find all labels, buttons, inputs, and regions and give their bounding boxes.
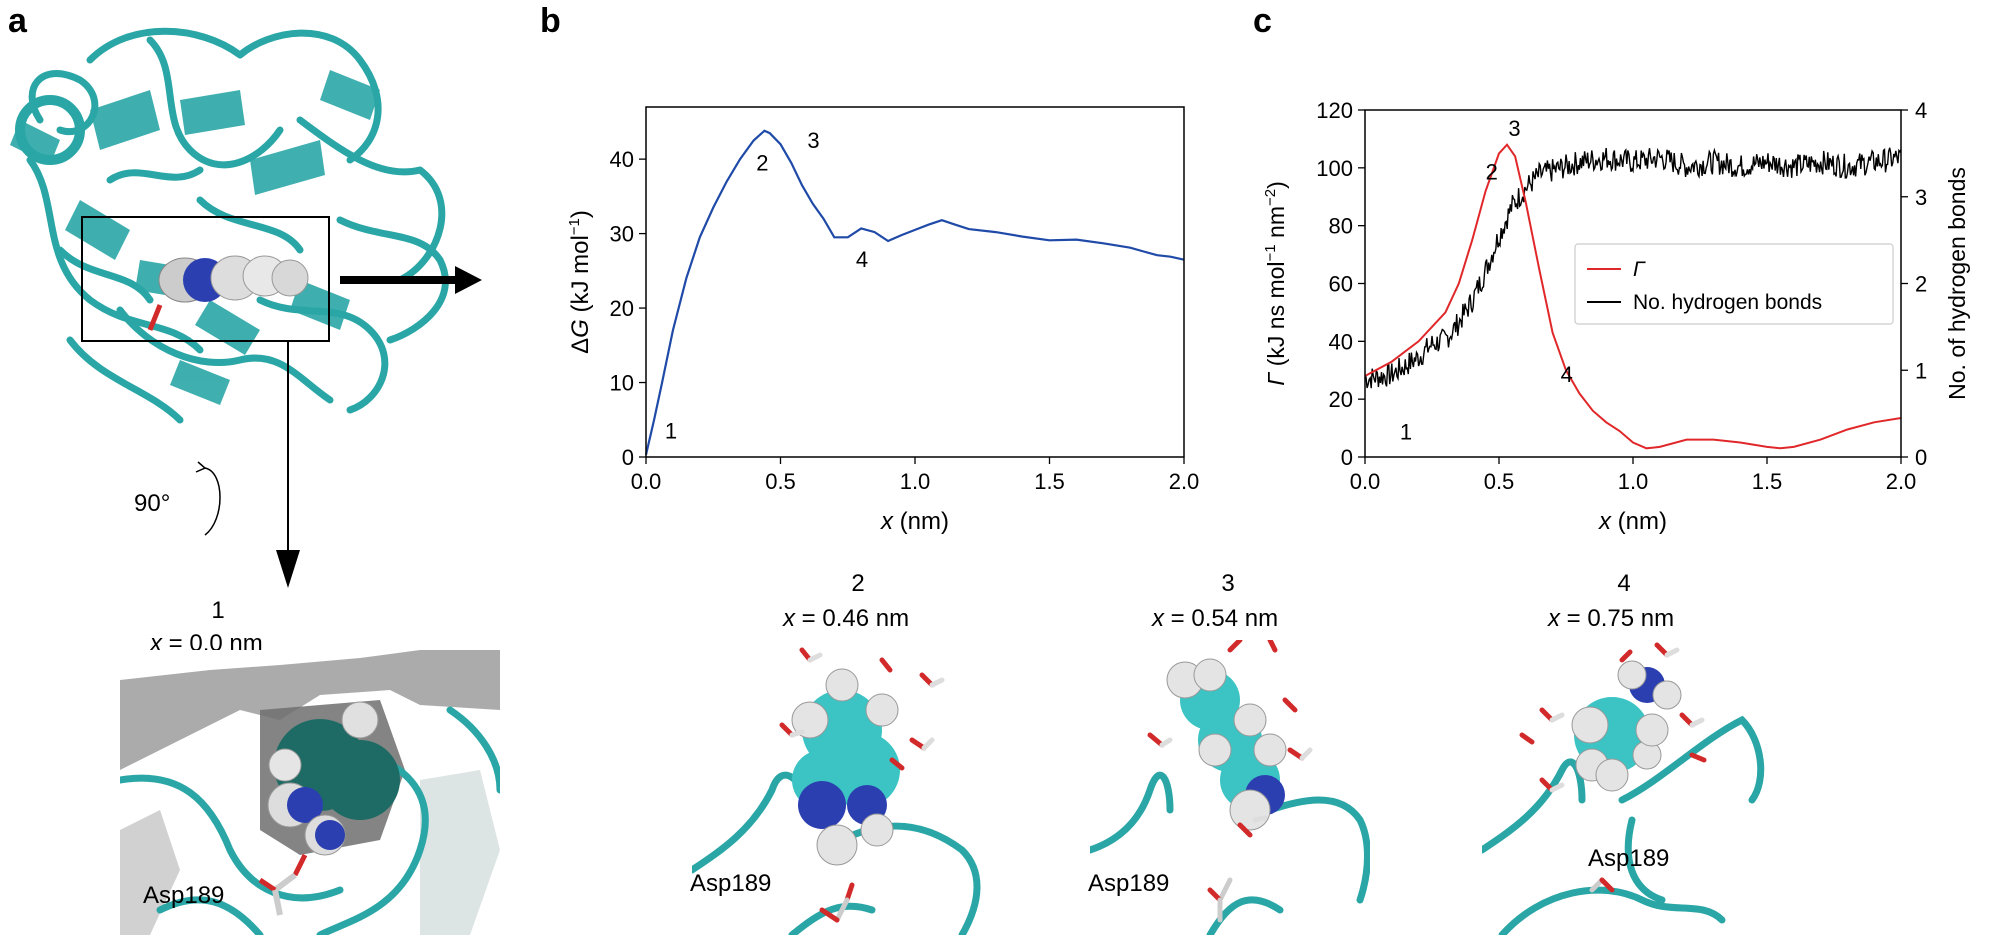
friction-hbond-chart: 0.0 0.5 1.0 1.5 2.0020406080100120012341234Γ… xyxy=(1262,98,1970,535)
snapshot-1-index: 1 xyxy=(211,597,225,624)
y-axis-unit: (kJ ns mol xyxy=(1263,261,1289,372)
rotation-label: 90° xyxy=(134,490,171,517)
x-axis-var: x xyxy=(880,508,894,535)
panel-letter-a: a xyxy=(8,2,27,40)
gamma-line xyxy=(1364,143,1902,450)
x-axis-unit: (nm) xyxy=(893,508,949,535)
y-tick-label: 0 xyxy=(622,445,634,470)
y-tick-label: 60 xyxy=(1329,272,1353,297)
panel-letter-b: b xyxy=(540,2,561,40)
y-axis-sup2: −2 xyxy=(1262,189,1279,206)
snapshot-4-x-value: = 0.75 nm xyxy=(1560,605,1675,632)
y-axis-close: ) xyxy=(567,210,594,218)
point-annotation: 4 xyxy=(856,247,868,272)
point-annotation: 2 xyxy=(756,150,768,175)
snapshot-4-x-symbol: x xyxy=(1548,605,1560,632)
x-tick-label: 0.0 xyxy=(631,469,662,494)
legend-box xyxy=(1574,243,1894,325)
snapshot-3-residue-label: Asp189 xyxy=(1088,870,1170,897)
snapshot-3-x-symbol: x xyxy=(1152,605,1164,632)
snapshot-2-image xyxy=(692,640,982,935)
free-energy-chart: 0.0 0.5 1.0 1.5 2.0 0 10 20 30 40 1 2 3 4 x (nm) ΔG (kJ… xyxy=(566,106,1200,535)
y-axis-label: Γ (kJ ns mol−1 nm−2) xyxy=(1262,181,1289,386)
panel-letter-c: c xyxy=(1253,2,1272,40)
plot-frame xyxy=(645,106,1185,458)
y-tick-label: 80 xyxy=(1329,214,1353,239)
x-tick-label: 1.5 xyxy=(1034,469,1065,494)
y-axis-prefix: Δ xyxy=(567,338,594,354)
point-annotation: 2 xyxy=(1486,159,1498,184)
x-axis-unit: (nm) xyxy=(1611,508,1667,535)
y-axis-close: ) xyxy=(1263,181,1289,189)
y-tick-label: 100 xyxy=(1316,156,1353,181)
y-tick-label: 40 xyxy=(1329,329,1353,354)
snapshot-2-index: 2 xyxy=(851,570,865,597)
snapshot-3-image xyxy=(1090,640,1370,935)
x-axis-label: x (nm) xyxy=(1598,508,1667,535)
y2-axis-label: No. of hydrogen bonds xyxy=(1944,167,1970,400)
snapshot-3-position: x = 0.54 nm xyxy=(1152,605,1278,633)
snapshot-2-x-symbol: x xyxy=(783,605,795,632)
y-axis-unit: (kJ mol xyxy=(567,235,594,319)
x-axis-var: x xyxy=(1598,508,1612,535)
y-tick-label: 20 xyxy=(610,296,634,321)
plot-frame xyxy=(1364,109,1902,458)
snapshot-1-image xyxy=(120,650,500,935)
y-tick-label: 30 xyxy=(610,222,634,247)
x-tick-label: 0.0 xyxy=(1350,469,1381,494)
y2-tick-label: 4 xyxy=(1915,98,1927,123)
snapshot-2-residue-label: Asp189 xyxy=(690,870,772,897)
snapshot-1-residue-label: Asp189 xyxy=(143,882,225,909)
y-axis-sup1: −1 xyxy=(1262,244,1279,261)
snapshot-4-residue-label: Asp189 xyxy=(1588,845,1670,872)
hbond-line xyxy=(1364,147,1902,389)
y-tick-label: 0 xyxy=(1341,445,1353,470)
y-tick-label: 10 xyxy=(610,371,634,396)
y-axis-mid: nm xyxy=(1263,206,1289,244)
y-axis-sup: −1 xyxy=(566,218,583,235)
snapshot-4-position: x = 0.75 nm xyxy=(1548,605,1674,633)
free-energy-line xyxy=(644,129,1185,456)
legend-hbond-label: No. hydrogen bonds xyxy=(1633,291,1822,314)
x-tick-label: 1.0 xyxy=(1618,469,1649,494)
y2-tick-label: 2 xyxy=(1915,272,1927,297)
protein-structure-illustration xyxy=(10,27,482,588)
snapshot-2-position: x = 0.46 nm xyxy=(783,605,909,633)
snapshot-4-image xyxy=(1482,640,1767,935)
snapshot-4-index: 4 xyxy=(1617,570,1631,597)
y-axis-var: Γ xyxy=(1263,372,1289,386)
point-annotation: 4 xyxy=(1561,362,1573,387)
y-tick-label: 120 xyxy=(1316,98,1353,123)
x-tick-label: 1.0 xyxy=(900,469,931,494)
y-tick-label: 40 xyxy=(610,147,634,172)
x-tick-label: 2.0 xyxy=(1886,469,1917,494)
y-tick-label: 20 xyxy=(1329,387,1353,412)
x-tick-label: 2.0 xyxy=(1169,469,1200,494)
point-annotation: 3 xyxy=(1508,116,1520,141)
point-annotation: 1 xyxy=(665,418,677,443)
snapshot-3-index: 3 xyxy=(1221,570,1235,597)
y2-tick-label: 0 xyxy=(1915,445,1927,470)
x-tick-label: 0.5 xyxy=(1484,469,1515,494)
x-axis-label: x (nm) xyxy=(880,508,949,535)
legend-gamma-label: Γ xyxy=(1633,258,1646,281)
snapshot-3-x-value: = 0.54 nm xyxy=(1164,605,1279,632)
y2-tick-label: 3 xyxy=(1915,185,1927,210)
x-tick-label: 0.5 xyxy=(765,469,796,494)
point-annotation: 1 xyxy=(1400,420,1412,445)
snapshot-2-x-value: = 0.46 nm xyxy=(795,605,910,632)
y-axis-label: ΔG (kJ mol−1) xyxy=(566,210,594,354)
x-tick-label: 1.5 xyxy=(1752,469,1783,494)
point-annotation: 3 xyxy=(807,128,819,153)
y2-tick-label: 1 xyxy=(1915,358,1927,383)
y-axis-var: G xyxy=(567,319,594,338)
